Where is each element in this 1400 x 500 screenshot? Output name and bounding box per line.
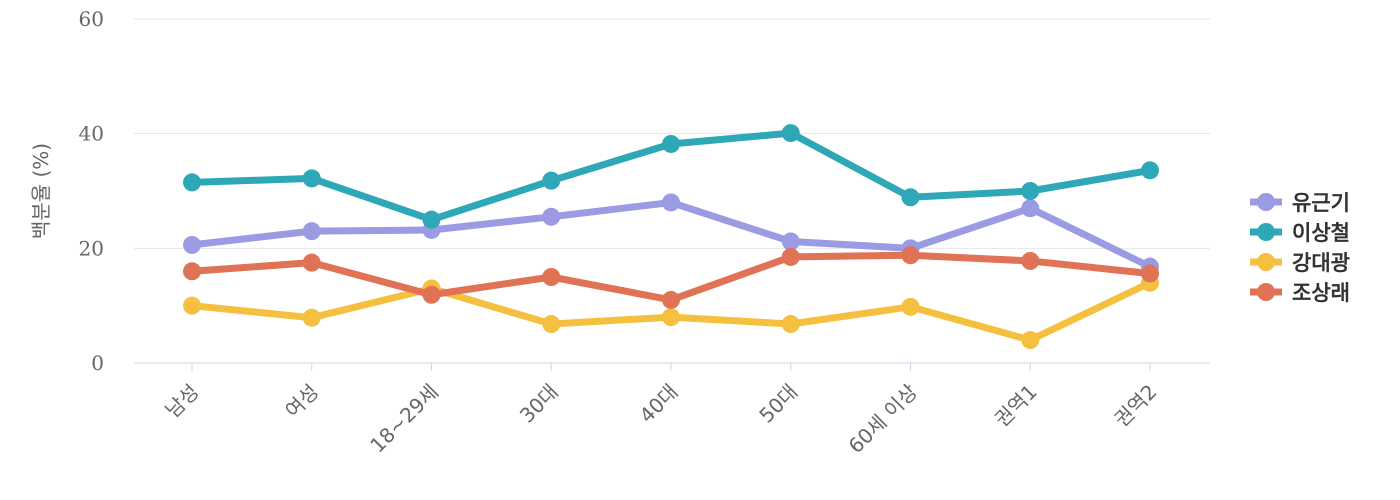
legend-marker (1257, 193, 1275, 211)
legend-label: 강대광 (1292, 251, 1350, 275)
data-point[interactable] (422, 210, 441, 229)
data-point[interactable] (1021, 182, 1040, 200)
y-tick-label: 60 (79, 7, 104, 31)
data-point[interactable] (662, 134, 680, 153)
y-tick-label: 20 (79, 236, 104, 260)
data-point[interactable] (1141, 264, 1159, 283)
data-point[interactable] (1141, 161, 1159, 180)
legend-label: 조상래 (1292, 281, 1350, 305)
legend-item[interactable]: 유근기 (1250, 191, 1350, 215)
x-tick-label: 남성 (161, 380, 204, 423)
data-point[interactable] (542, 171, 561, 190)
data-point[interactable] (781, 315, 800, 334)
y-axis: 0 20 40 60 (79, 7, 104, 375)
data-point[interactable] (542, 207, 561, 226)
data-point[interactable] (1021, 331, 1040, 350)
x-tick-label: 18~29세 (365, 380, 443, 458)
data-point[interactable] (781, 124, 800, 143)
x-tick-label: 권역2 (1110, 380, 1162, 432)
legend-marker (1257, 223, 1275, 241)
legend-label: 이상철 (1292, 221, 1350, 245)
data-point[interactable] (302, 169, 321, 188)
data-point[interactable] (662, 308, 680, 327)
legend-marker (1257, 283, 1275, 301)
series-1 (183, 124, 1159, 229)
data-point[interactable] (1021, 199, 1040, 218)
data-point[interactable] (542, 315, 561, 334)
data-point[interactable] (901, 188, 920, 207)
series-lines (183, 124, 1159, 350)
x-axis: 남성 여성 18~29세 30대 40대 50대 60세 이상 권역1 권역2 (161, 363, 1162, 458)
legend-item[interactable]: 강대광 (1250, 251, 1350, 275)
data-point[interactable] (183, 262, 201, 281)
legend-marker (1257, 253, 1275, 271)
legend-item[interactable]: 이상철 (1250, 221, 1350, 245)
data-point[interactable] (302, 253, 321, 272)
x-tick-label: 60세 이상 (844, 380, 922, 458)
data-point[interactable] (901, 246, 920, 265)
data-point[interactable] (662, 290, 680, 309)
data-point[interactable] (781, 247, 800, 266)
x-tick-label: 50대 (754, 380, 802, 428)
data-point[interactable] (302, 222, 321, 241)
data-point[interactable] (901, 297, 920, 316)
y-tick-label: 40 (79, 122, 104, 146)
data-point[interactable] (1021, 251, 1040, 270)
x-tick-label: 여성 (280, 380, 323, 423)
x-tick-label: 40대 (635, 380, 683, 428)
y-tick-label: 0 (91, 351, 104, 375)
x-tick-label: 30대 (515, 380, 563, 428)
data-point[interactable] (422, 285, 441, 304)
x-tick-label: 권역1 (990, 380, 1042, 432)
data-point[interactable] (183, 173, 201, 192)
data-point[interactable] (183, 296, 201, 315)
y-axis-label: 백분율 (%) (29, 143, 53, 239)
data-point[interactable] (542, 268, 561, 286)
series-2 (183, 273, 1159, 350)
data-point[interactable] (302, 308, 321, 327)
series-3 (183, 246, 1159, 309)
data-point[interactable] (781, 232, 800, 251)
legend-label: 유근기 (1292, 191, 1350, 215)
data-point[interactable] (183, 235, 201, 254)
legend-item[interactable]: 조상래 (1250, 281, 1350, 305)
data-point[interactable] (662, 193, 680, 212)
